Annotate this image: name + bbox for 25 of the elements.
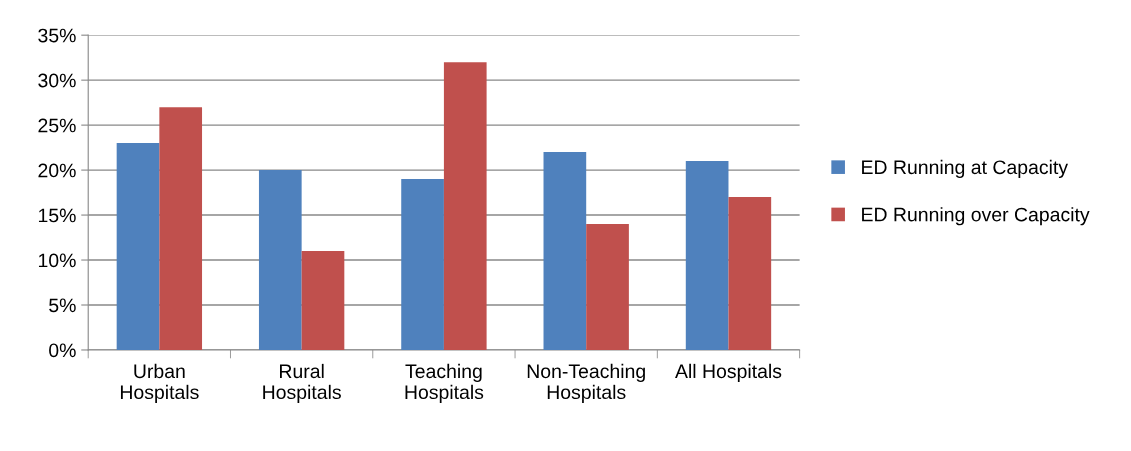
y-tick-label: 15% [38, 208, 76, 223]
bar [159, 107, 203, 350]
y-tick-label: 25% [38, 118, 76, 133]
x-tick-label: Teaching Hospitals [405, 363, 484, 403]
x-tick-label: All Hospitals [675, 363, 782, 382]
x-tick-label: Urban Hospitals [120, 363, 199, 403]
legend-label: ED Running over Capacity [862, 207, 1090, 226]
bar [586, 224, 629, 350]
bar [685, 161, 729, 350]
bar [258, 170, 302, 350]
bar [116, 143, 160, 350]
x-tick-label: Rural Hospitals [263, 363, 341, 403]
y-tick-label: 30% [38, 73, 76, 88]
bar [728, 197, 772, 350]
legend-label: ED Running at Capacity [862, 159, 1068, 178]
x-tick-label: Non-Teaching Hospitals [527, 363, 645, 403]
bar [301, 251, 345, 350]
y-tick-label: 0% [49, 343, 76, 358]
y-tick-label: 5% [49, 298, 76, 313]
bar [401, 179, 444, 350]
bar [543, 152, 587, 350]
y-tick-label: 35% [38, 28, 76, 43]
y-tick-label: 20% [38, 163, 76, 178]
y-tick-label: 10% [38, 253, 76, 268]
bar [443, 62, 487, 350]
